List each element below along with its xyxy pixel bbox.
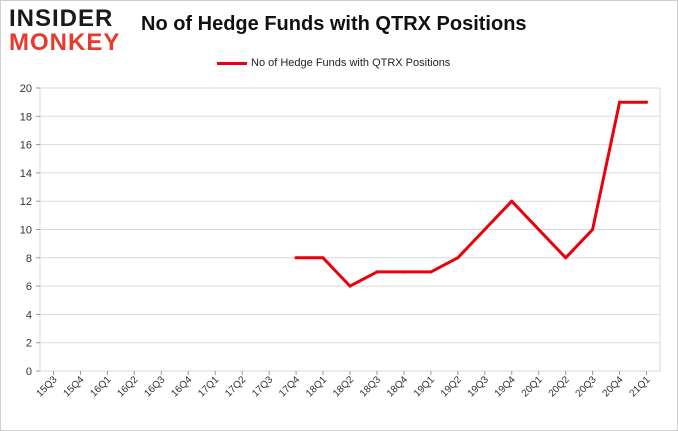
x-tick-label: 19Q3 (466, 374, 491, 399)
y-tick-label: 16 (20, 140, 32, 152)
y-tick-label: 8 (26, 253, 32, 265)
x-tick-label: 16Q3 (142, 374, 167, 399)
series-line (294, 100, 648, 288)
data-point (537, 228, 541, 231)
x-tick-label: 19Q2 (439, 374, 464, 399)
y-tick-label: 20 (20, 83, 32, 95)
x-tick-label: 17Q2 (223, 374, 248, 399)
data-point (456, 256, 460, 260)
chart-title: No of Hedge Funds with QTRX Positions (141, 13, 527, 35)
data-point (645, 100, 649, 104)
y-tick-label: 2 (26, 338, 32, 350)
x-tick-label: 16Q2 (115, 374, 140, 399)
x-tick-label: 20Q3 (574, 374, 599, 399)
x-tick-label: 20Q2 (547, 374, 572, 399)
chart-legend: No of Hedge Funds with QTRX Positions (217, 56, 450, 70)
legend-swatch (217, 61, 247, 65)
data-point (375, 270, 379, 274)
x-tick-label: 16Q1 (88, 374, 113, 399)
x-tick-label: 19Q4 (493, 374, 518, 399)
x-tick-label: 17Q4 (277, 374, 302, 399)
logo-text-insider: INSIDER (9, 5, 114, 32)
data-point (348, 284, 352, 288)
x-tick-label: 18Q2 (331, 374, 356, 399)
x-tick-label: 18Q3 (358, 374, 383, 399)
logo-text-monkey: MONKEY (9, 29, 121, 56)
data-point (564, 256, 568, 260)
x-tick-label: 20Q1 (520, 374, 545, 399)
x-tick-label: 15Q3 (35, 374, 60, 399)
y-tick-label: 6 (26, 281, 32, 293)
data-point (321, 256, 325, 260)
data-point (402, 270, 406, 274)
data-point (294, 256, 298, 260)
y-tick-label: 0 (26, 366, 32, 378)
x-tick-label: 18Q1 (304, 374, 329, 399)
x-tick-label: 21Q1 (628, 374, 653, 399)
x-tick-label: 16Q4 (169, 374, 194, 399)
data-point (510, 199, 514, 203)
y-tick-label: 12 (20, 196, 32, 208)
data-point (591, 228, 595, 231)
insider-monkey-logo: INSIDER MONKEY (9, 7, 131, 57)
x-tick-label: 17Q3 (250, 374, 275, 399)
y-tick-label: 18 (20, 111, 32, 123)
x-tick-label: 15Q4 (61, 374, 86, 399)
data-point (483, 228, 487, 231)
x-tick-label: 19Q1 (412, 374, 437, 399)
y-tick-label: 10 (20, 225, 32, 237)
y-tick-label: 4 (26, 309, 32, 321)
x-tick-label: 20Q4 (601, 374, 626, 399)
x-tick-label: 18Q4 (385, 374, 410, 399)
x-tick-label: 17Q1 (196, 374, 221, 399)
legend-label: No of Hedge Funds with QTRX Positions (251, 57, 451, 69)
data-point (429, 270, 433, 274)
data-point (618, 100, 622, 104)
y-tick-label: 14 (20, 168, 32, 180)
